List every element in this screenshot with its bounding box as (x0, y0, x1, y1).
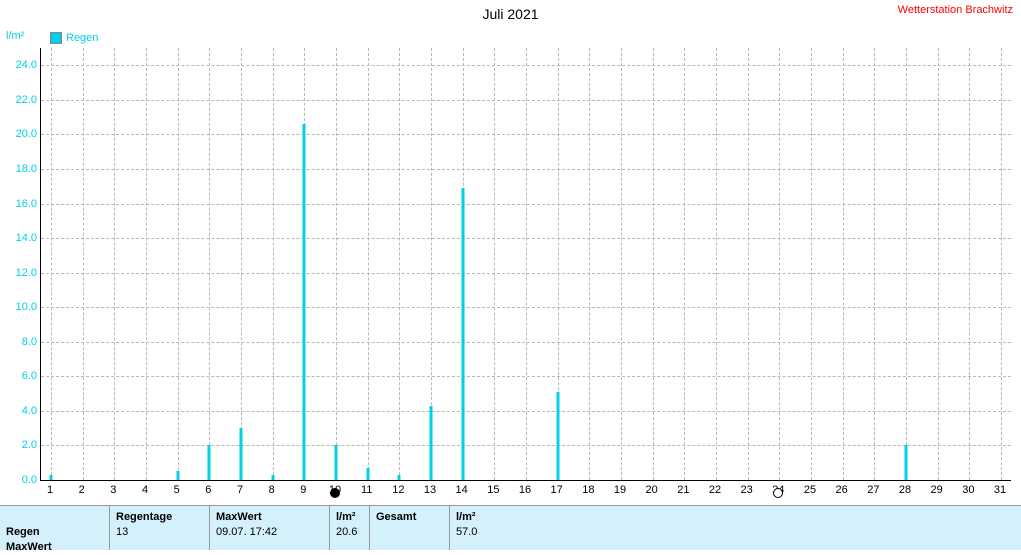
chart-container: { "title": "Juli 2021", "station": "Wett… (0, 0, 1021, 549)
rain-bar (398, 475, 401, 480)
x-tick-label: 11 (361, 484, 372, 496)
rain-bar (905, 445, 908, 480)
legend-swatch (50, 32, 62, 44)
y-axis-unit: l/m² (6, 30, 24, 42)
series-maxwert-label: MaxWert (6, 540, 103, 555)
y-tick-label: 4.0 (7, 405, 37, 417)
y-tick-label: 12.0 (7, 267, 37, 279)
summary-col-gesamt: Gesamt (370, 506, 450, 550)
x-tick-label: 1 (47, 484, 53, 496)
summary-col-maxwert-val: l/m² 20.6 (330, 506, 370, 550)
y-tick-label: 0.0 (7, 474, 37, 486)
y-tick-label: 16.0 (7, 198, 37, 210)
rain-bar (556, 392, 559, 480)
summary-col-series: Regen MaxWert (0, 506, 110, 550)
x-tick-label: 9 (300, 484, 306, 496)
rain-bar (208, 445, 211, 480)
gesamt-header: Gesamt (376, 510, 443, 525)
maxwert-unit: l/m² (336, 510, 363, 525)
summary-table: Regen MaxWert Regentage 13 MaxWert 09.07… (0, 505, 1021, 550)
x-tick-label: 28 (899, 484, 911, 496)
maxwert-header: MaxWert (216, 510, 323, 525)
x-tick-label: 7 (237, 484, 243, 496)
rain-bar (335, 445, 338, 480)
x-tick-label: 5 (174, 484, 180, 496)
summary-col-regentage: Regentage 13 (110, 506, 210, 550)
y-tick-label: 14.0 (7, 232, 37, 244)
x-tick-label: 27 (867, 484, 879, 496)
maxwert-value: 20.6 (336, 525, 363, 540)
x-tick-label: 14 (456, 484, 468, 496)
rain-bar (271, 475, 274, 480)
y-tick-label: 8.0 (7, 336, 37, 348)
x-tick-label: 23 (741, 484, 753, 496)
x-tick-label: 29 (931, 484, 943, 496)
rain-bar (176, 471, 179, 480)
rain-bar (303, 124, 306, 480)
regentage-value: 13 (116, 525, 203, 540)
x-tick-label: 22 (709, 484, 721, 496)
moon-full-icon (330, 488, 340, 498)
rain-bar (50, 475, 53, 480)
y-tick-label: 6.0 (7, 370, 37, 382)
regentage-header: Regentage (116, 510, 203, 525)
summary-col-maxwert: MaxWert 09.07. 17:42 (210, 506, 330, 550)
x-tick-label: 16 (519, 484, 531, 496)
y-tick-label: 22.0 (7, 94, 37, 106)
series-name: Regen (6, 525, 103, 540)
x-tick-label: 20 (646, 484, 658, 496)
summary-col-gesamt-val: l/m² 57.0 (450, 506, 490, 550)
x-tick-label: 25 (804, 484, 816, 496)
x-tick-label: 2 (79, 484, 85, 496)
x-tick-label: 8 (269, 484, 275, 496)
x-tick-label: 26 (836, 484, 848, 496)
x-tick-label: 30 (962, 484, 974, 496)
station-label: Wetterstation Brachwitz (898, 4, 1013, 16)
y-tick-label: 2.0 (7, 439, 37, 451)
legend: Regen (50, 32, 98, 44)
moon-new-icon (773, 488, 783, 498)
x-tick-label: 18 (582, 484, 594, 496)
y-tick-label: 10.0 (7, 301, 37, 313)
rain-bar (461, 188, 464, 480)
y-tick-label: 18.0 (7, 163, 37, 175)
rain-bar (240, 428, 243, 480)
gesamt-value: 57.0 (456, 525, 484, 540)
x-tick-label: 4 (142, 484, 148, 496)
x-tick-label: 6 (205, 484, 211, 496)
y-tick-label: 24.0 (7, 59, 37, 71)
rain-bar (366, 468, 369, 480)
x-tick-label: 13 (424, 484, 436, 496)
legend-label: Regen (66, 32, 98, 44)
plot-area (40, 48, 1011, 481)
chart-title: Juli 2021 (0, 6, 1021, 22)
x-tick-label: 17 (551, 484, 563, 496)
x-tick-label: 19 (614, 484, 626, 496)
rain-bar (430, 406, 433, 480)
x-tick-label: 12 (392, 484, 404, 496)
x-tick-label: 21 (677, 484, 689, 496)
y-tick-label: 20.0 (7, 128, 37, 140)
x-tick-label: 15 (487, 484, 499, 496)
maxwert-date: 09.07. 17:42 (216, 525, 323, 540)
gesamt-unit: l/m² (456, 510, 484, 525)
x-tick-label: 3 (110, 484, 116, 496)
x-tick-label: 31 (994, 484, 1006, 496)
